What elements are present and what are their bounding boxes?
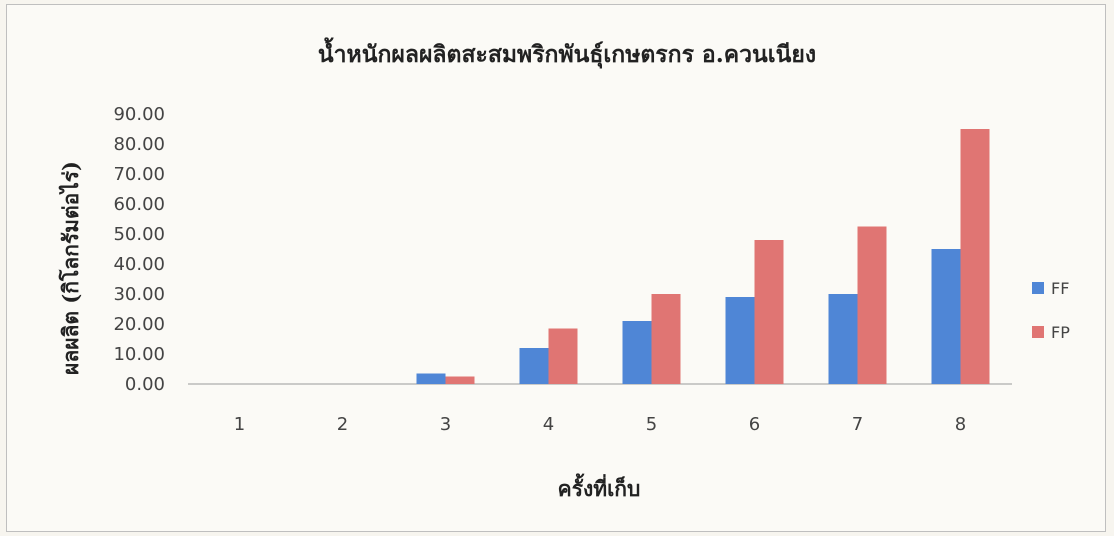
x-tick-label: 7 bbox=[852, 414, 863, 435]
legend-label-ff: FF bbox=[1051, 279, 1069, 298]
y-tick-label: 90.00 bbox=[113, 104, 165, 125]
y-tick-label: 0.00 bbox=[125, 374, 165, 395]
y-tick-label: 80.00 bbox=[113, 134, 165, 155]
bar-ff bbox=[828, 294, 858, 384]
x-tick-label: 8 bbox=[955, 414, 966, 435]
x-tick-label: 5 bbox=[646, 414, 657, 435]
x-tick-label: 1 bbox=[234, 414, 245, 435]
bar-fp bbox=[960, 129, 990, 384]
bar-ff bbox=[416, 373, 446, 384]
y-axis-label: ผลผลิต (กิโลกรัมต่อไร่) bbox=[58, 161, 83, 375]
x-tick-label: 4 bbox=[543, 414, 554, 435]
x-tick-label: 3 bbox=[440, 414, 451, 435]
chart-title: น้ำหนักผลผลิตสะสมพริกพันธุ์เกษตรกร อ.ควน… bbox=[318, 37, 816, 69]
bar-ff bbox=[931, 249, 961, 384]
y-tick-label: 30.00 bbox=[113, 284, 165, 305]
bar-fp bbox=[754, 240, 784, 384]
y-tick-label: 60.00 bbox=[113, 194, 165, 215]
bar-ff bbox=[519, 348, 549, 384]
bar-ff bbox=[725, 297, 755, 384]
legend: FF FP bbox=[1032, 279, 1070, 342]
y-tick-label: 50.00 bbox=[113, 224, 165, 245]
bars bbox=[416, 129, 990, 384]
bar-fp bbox=[651, 294, 681, 384]
legend-swatch-ff bbox=[1032, 282, 1044, 294]
x-axis-label: ครั้งที่เก็บ bbox=[558, 473, 641, 501]
y-tick-label: 10.00 bbox=[113, 344, 165, 365]
y-tick-label: 40.00 bbox=[113, 254, 165, 275]
legend-label-fp: FP bbox=[1051, 323, 1070, 342]
legend-swatch-fp bbox=[1032, 326, 1044, 338]
bar-fp bbox=[548, 328, 578, 384]
y-tick-labels: 0.00 10.00 20.00 30.00 40.00 50.00 60.00 70.00 8… bbox=[113, 104, 165, 395]
chart-frame bbox=[6, 4, 1106, 532]
y-tick-label: 70.00 bbox=[113, 164, 165, 185]
x-tick-label: 6 bbox=[749, 414, 760, 435]
bar-fp bbox=[857, 226, 887, 384]
bar-ff bbox=[622, 321, 652, 384]
bar-fp bbox=[445, 376, 475, 384]
y-tick-label: 20.00 bbox=[113, 314, 165, 335]
x-tick-label: 2 bbox=[337, 414, 348, 435]
x-tick-labels: 1 2 3 4 5 6 7 8 bbox=[234, 414, 966, 435]
